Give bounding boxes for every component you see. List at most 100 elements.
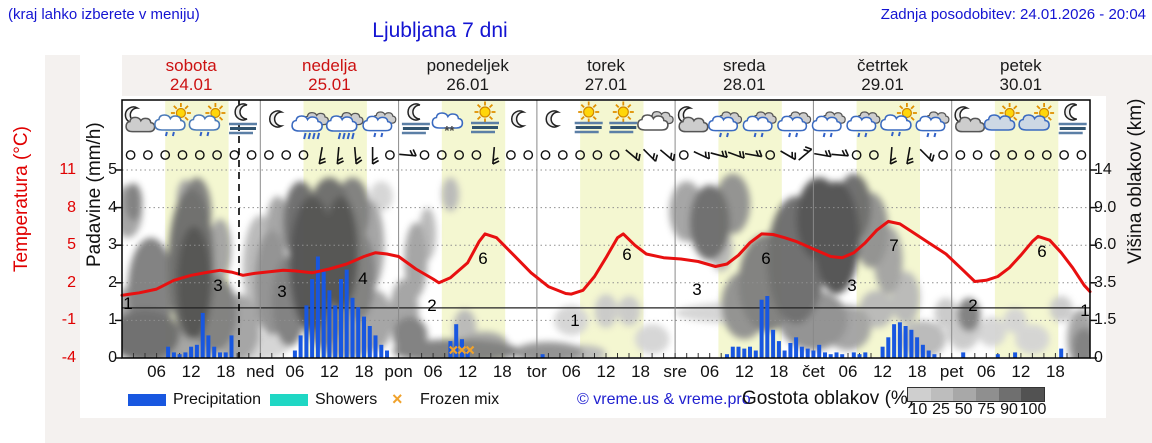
temp-value-label: 1 [570,311,579,330]
precip-bar [321,271,326,358]
precip-bar [834,352,839,358]
day-name: sreda [723,56,766,75]
weather-icon-cloud-rain [325,111,364,140]
x-tick-label-pet: pet [939,362,964,381]
wind-calm-symbol [1076,150,1087,160]
temp-value-label: 1 [1080,301,1089,320]
x-tick-label-12: 12 [181,362,201,381]
x-tick-label-12: 12 [873,362,893,381]
temp-value-label: 3 [847,276,856,295]
wind-barb-symbol [798,146,813,161]
wind-barb-symbol [780,150,797,161]
weather-icon-sun-cloud-rain [188,103,226,137]
cloud-scale-cell [953,388,977,401]
wind-barb-symbol [659,149,676,162]
x-tick-label-06: 06 [976,362,996,381]
cloud-tick: 3.5 [1094,273,1117,291]
wind-barb-symbol [710,150,728,159]
precip-bar [454,324,459,358]
precip-bar [730,346,735,358]
precip-bar [350,297,355,358]
x-tick-label-sre: sre [663,362,687,381]
wind-calm-symbol [609,150,620,160]
wind-calm-symbol [246,150,257,160]
precip-bar [886,337,891,358]
precip-bar [344,269,349,358]
wind-barb-symbol [353,146,363,165]
weather-icon-fog-moon [229,103,257,135]
weather-icon-cloud-drizzle [846,111,881,138]
cloud-scale-cell [998,388,1022,401]
legend-frozen-mix-icon: × [392,389,403,409]
weather-icon-cloud-drizzle [777,111,812,138]
precip-bar [465,350,470,358]
frozen-mix-marker [457,345,467,355]
precip-bar [327,290,332,358]
precip-bar [920,344,925,358]
precip-bar [753,350,758,358]
temp-tick: 8 [67,198,76,216]
day-date: 30.01 [999,75,1043,94]
weather-icon-moon [511,110,524,128]
temp-tick: 11 [59,161,76,178]
wind-barb-symbol [318,146,327,165]
day-name: ponedeljek [426,56,509,75]
cloud-scale-tick: 75 [977,401,996,418]
precip-bar [736,346,741,358]
cloud-scale-tick: 10 [909,401,928,418]
precip-bar [903,326,908,358]
weather-icon-sun-cloud-rain [154,103,191,137]
precip-bar [823,352,827,358]
precip-bar [356,307,361,358]
wind-calm-symbol [678,150,689,160]
cloud-density-scale [907,387,1045,402]
temp-value-label: 3 [277,282,286,301]
weather-icon-cloud-drizzle [362,111,397,138]
day-name: sobota [165,56,217,75]
cloud-tick: 9.0 [1094,198,1117,216]
precip-bar [863,352,868,358]
day-header-sobota: sobota 24.01 [122,56,260,96]
weather-icon-moon-cloud [954,106,986,133]
precip-bar [788,343,793,358]
day-name: nedelja [302,56,357,75]
precip-bar [218,352,222,358]
wind-calm-symbol [281,150,292,160]
day-header-petek: petek 30.01 [952,56,1090,96]
copyright-link[interactable]: © vreme.us & vreme.pro [577,391,751,408]
cloud-tick: 0 [1094,349,1103,366]
cloud-scale-cell [1021,388,1045,401]
precip-bar [742,348,747,358]
precip-bar [385,350,389,358]
wind-barb-symbol [814,149,832,158]
weather-icon-sun-fog [471,101,499,134]
weather-icon-sun-fog [609,101,638,134]
precip-tick: 0 [108,349,117,366]
weather-icon-cloud-rain [291,111,329,140]
weather-icon-sun-cloud-drizzle [880,103,917,137]
wind-calm-symbol [851,150,862,160]
temp-tick: 5 [67,236,76,254]
frozen-mix-marker [465,345,475,355]
precip-tick: 5 [108,161,117,178]
wind-calm-symbol [592,150,603,160]
legend-frozen-mix-label: Frozen mix [420,391,500,408]
frozen-mix-marker [449,345,458,355]
weather-icon-sun-cloud [1018,103,1055,131]
wind-calm-symbol [384,150,395,160]
wind-barb-symbol [889,146,898,165]
precip-bar [828,354,833,358]
precip-bar [857,354,862,358]
x-tick-label-18: 18 [492,362,512,381]
precip-bar [315,256,320,358]
yellow-day-band [441,101,506,357]
wind-barb-symbol [336,146,344,165]
x-tick-label-06: 06 [700,362,720,381]
precip-bar [725,354,729,358]
wind-calm-symbol [1059,150,1069,160]
temp-value-label: 6 [1037,242,1046,261]
wind-calm-symbol [938,150,948,160]
precip-bar [310,279,315,358]
meteogram-svg: ** 1 3 3 4 2 6 1 6 3 6 3 7 2 6 1 [115,99,1097,359]
